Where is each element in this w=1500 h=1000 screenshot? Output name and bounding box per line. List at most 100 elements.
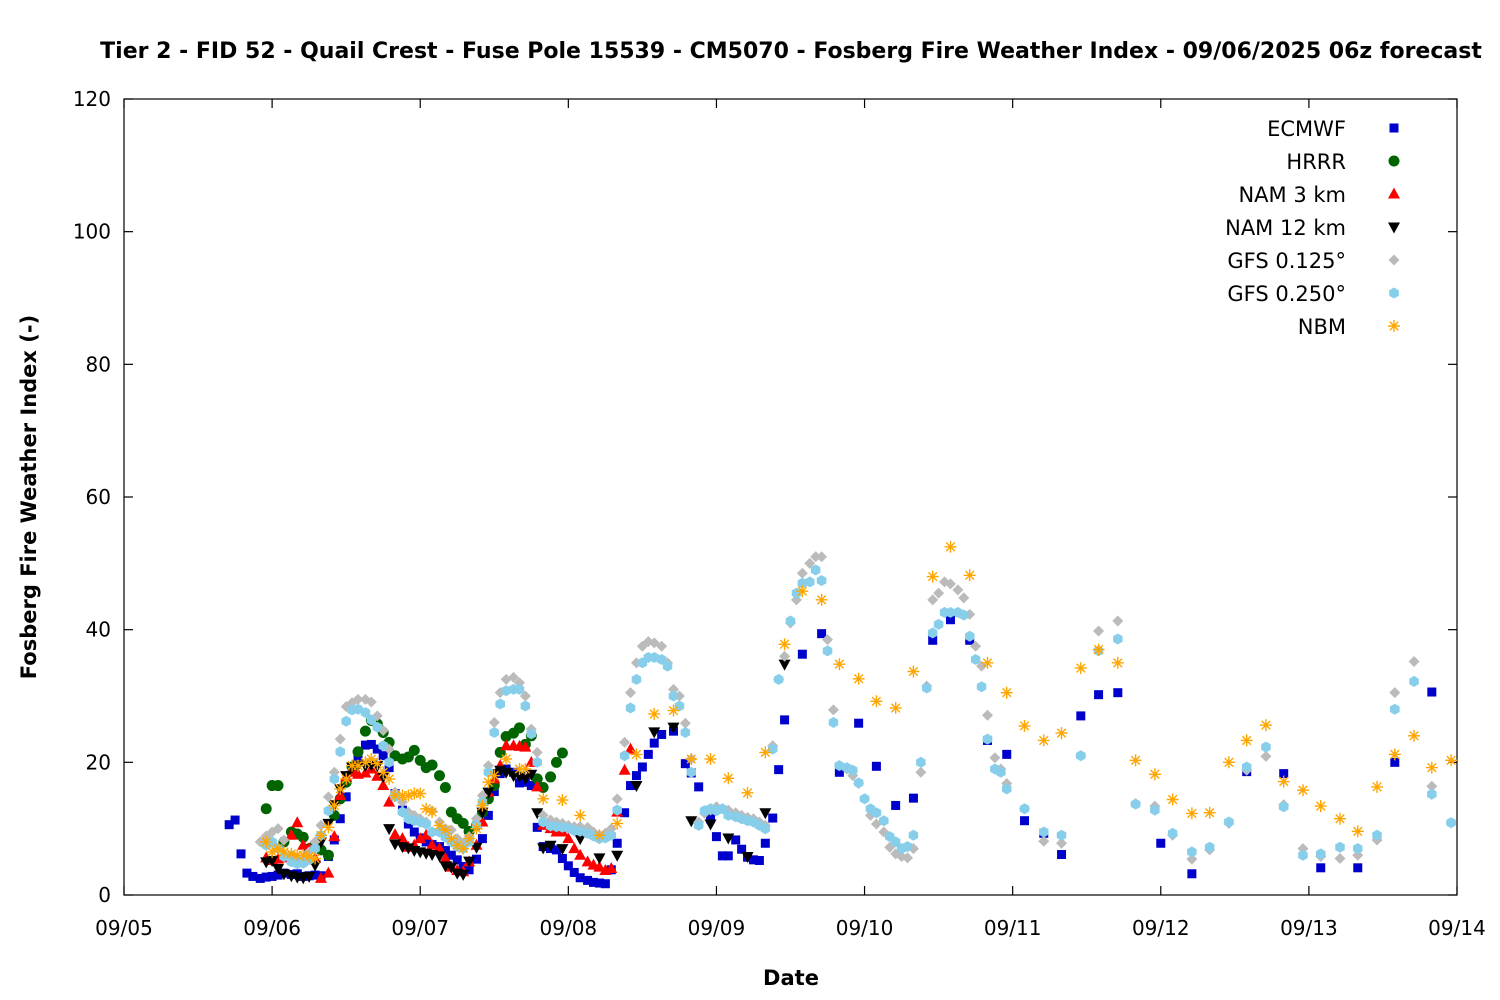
data-point xyxy=(847,764,858,776)
data-point xyxy=(1425,761,1438,774)
data-point xyxy=(723,851,733,861)
data-point xyxy=(965,630,975,642)
data-point xyxy=(242,868,252,878)
data-point xyxy=(1277,775,1290,788)
data-point xyxy=(440,846,450,856)
data-point xyxy=(759,808,772,820)
data-point xyxy=(445,862,458,874)
data-point xyxy=(1186,853,1198,865)
data-point xyxy=(879,815,889,827)
data-point xyxy=(815,593,828,606)
data-point xyxy=(439,782,451,794)
data-point xyxy=(1389,687,1401,699)
data-point xyxy=(519,763,532,775)
data-point xyxy=(500,767,513,779)
data-point xyxy=(1408,729,1420,742)
data-point xyxy=(785,615,796,627)
data-point xyxy=(1278,801,1289,813)
y-axis: 0 20 40 60 80 100 120 xyxy=(73,87,1457,907)
data-point xyxy=(996,766,1006,778)
data-point xyxy=(625,702,636,714)
data-point xyxy=(890,836,901,848)
data-point xyxy=(352,693,364,705)
legend-label: NAM 3 km xyxy=(1238,183,1346,207)
data-point xyxy=(834,760,845,772)
data-point xyxy=(1298,849,1308,861)
data-point xyxy=(538,816,548,828)
data-point xyxy=(704,753,717,765)
data-point xyxy=(389,789,401,802)
data-point xyxy=(822,634,834,646)
data-point xyxy=(810,564,821,576)
data-point xyxy=(366,739,376,749)
data-point xyxy=(457,869,470,881)
data-point xyxy=(907,665,920,678)
data-point xyxy=(575,825,585,837)
data-point xyxy=(648,727,661,739)
data-point xyxy=(1408,656,1420,668)
x-axis: 09/05 09/06 09/07 09/08 09/09 09/10 09/11 09/12… xyxy=(95,99,1486,940)
data-point xyxy=(1167,827,1178,839)
data-point xyxy=(852,672,865,685)
data-point xyxy=(255,873,265,883)
legend-label: HRRR xyxy=(1286,150,1346,174)
data-point xyxy=(408,744,420,756)
x-tick-label: 09/14 xyxy=(1428,916,1486,940)
data-point xyxy=(266,845,279,858)
data-point xyxy=(916,756,926,768)
data-point xyxy=(470,842,483,854)
data-point xyxy=(366,714,377,726)
data-point xyxy=(822,645,833,657)
data-point xyxy=(267,871,277,881)
data-point xyxy=(1427,788,1437,800)
data-point xyxy=(272,863,285,875)
data-point xyxy=(1129,754,1142,767)
data-point xyxy=(426,759,438,771)
data-point xyxy=(1351,825,1364,838)
data-point xyxy=(328,830,341,842)
data-point xyxy=(500,753,513,765)
data-point xyxy=(1353,843,1363,855)
data-point xyxy=(278,834,290,846)
legend-marker xyxy=(1388,187,1400,199)
series-gfs-0-250 xyxy=(261,564,1456,870)
data-point xyxy=(722,772,735,785)
data-point xyxy=(446,850,456,860)
data-point xyxy=(594,878,604,888)
data-point xyxy=(360,740,370,750)
data-point xyxy=(583,875,593,885)
data-point xyxy=(760,838,770,848)
data-point xyxy=(1018,719,1031,732)
data-point xyxy=(706,814,716,824)
data-point xyxy=(680,759,690,769)
data-point xyxy=(556,747,568,759)
data-point xyxy=(1187,846,1197,858)
data-point xyxy=(1092,643,1105,656)
data-point xyxy=(1150,804,1160,816)
data-point xyxy=(273,870,283,880)
data-point xyxy=(372,744,382,754)
data-point xyxy=(439,852,452,864)
data-point xyxy=(513,722,525,734)
data-point xyxy=(1203,806,1216,819)
data-point xyxy=(922,682,932,694)
data-point xyxy=(723,809,734,821)
legend: ECMWF HRRR NAM 3 km NAM 12 km GFS 0.125° GFS … xyxy=(1225,117,1400,339)
data-point xyxy=(563,861,573,871)
data-point xyxy=(760,823,771,835)
data-point xyxy=(532,822,542,832)
data-point xyxy=(230,815,240,825)
data-point xyxy=(359,725,371,737)
data-point xyxy=(796,585,809,598)
data-point xyxy=(285,828,298,840)
data-point xyxy=(285,847,298,860)
data-point xyxy=(816,551,828,563)
data-point xyxy=(463,832,476,845)
data-point xyxy=(1316,848,1326,860)
data-point xyxy=(451,839,464,852)
legend-label: GFS 0.250° xyxy=(1227,282,1346,306)
chart-title: Tier 2 - FID 52 - Quail Crest - Fuse Pol… xyxy=(100,39,1482,64)
data-point xyxy=(464,865,474,875)
data-point xyxy=(495,698,505,710)
legend-marker xyxy=(1388,254,1400,266)
